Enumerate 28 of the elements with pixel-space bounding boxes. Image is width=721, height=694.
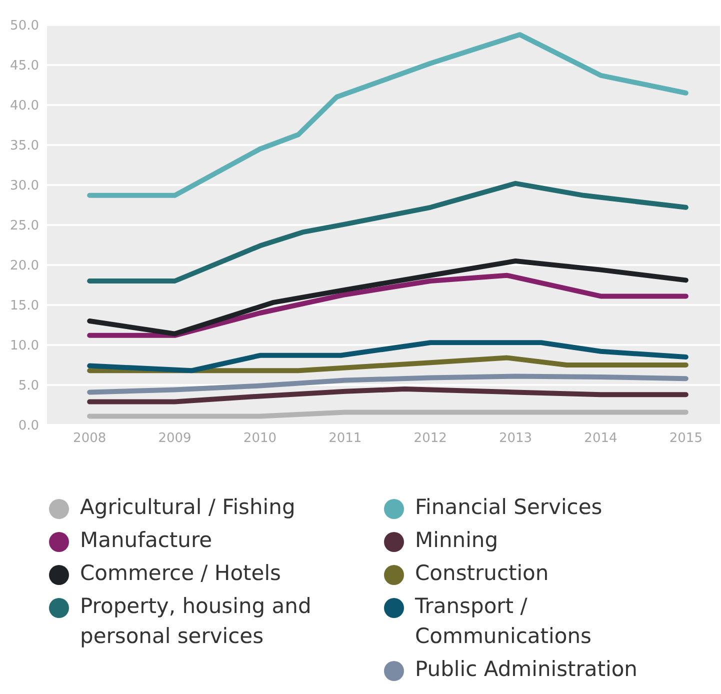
y-tick-label: 25.0: [10, 218, 39, 234]
y-tick-label: 45.0: [10, 58, 39, 74]
x-tick-label: 2013: [498, 431, 532, 446]
x-tick-label: 2009: [158, 431, 192, 446]
y-tick-label: 5.0: [18, 378, 39, 394]
legend-label: Agricultural / Fishing: [80, 494, 296, 521]
legend-label: Transport / Communications: [415, 593, 592, 650]
legend-label: Minning: [415, 527, 498, 554]
y-tick-label: 15.0: [10, 298, 39, 314]
legend-label: Property, housing and personal services: [80, 593, 312, 650]
y-tick-label: 40.0: [10, 98, 39, 114]
y-tick-label: 35.0: [10, 138, 39, 154]
x-tick-label: 2012: [414, 431, 447, 446]
y-tick-label: 20.0: [10, 258, 39, 274]
x-tick-label: 2010: [243, 431, 277, 446]
legend-label: Public Administration: [415, 656, 638, 683]
legend-label: Construction: [415, 560, 549, 587]
y-tick-label: 30.0: [10, 178, 39, 194]
y-tick-label: 10.0: [10, 338, 39, 354]
x-tick-label: 2015: [669, 431, 702, 446]
x-tick-label: 2008: [73, 431, 106, 446]
legend-label: Commerce / Hotels: [80, 560, 281, 587]
y-tick-label: 0.0: [18, 418, 39, 434]
legend-label: Manufacture: [80, 527, 212, 554]
y-tick-label: 50.0: [10, 18, 39, 34]
x-tick-label: 2011: [328, 431, 362, 446]
x-tick-label: 2014: [584, 431, 618, 446]
legend-label: Financial Services: [415, 494, 602, 521]
